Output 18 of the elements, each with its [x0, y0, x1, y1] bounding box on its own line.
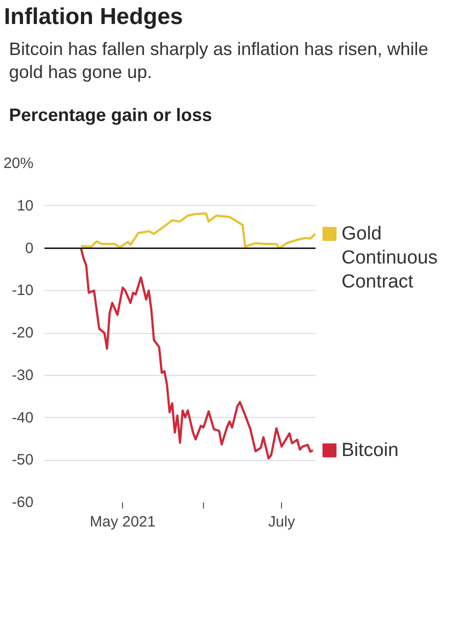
y-tick-label: 10: [16, 198, 34, 215]
y-tick-label: -40: [12, 410, 34, 427]
x-tick-label: May 2021: [90, 514, 156, 531]
line-series: [80, 247, 314, 460]
y-tick-label: 20%: [3, 155, 34, 172]
y-tick-label: 0: [25, 240, 34, 258]
y-tick-label: -50: [12, 452, 34, 469]
y-tick-label: -60: [12, 494, 34, 512]
legend-label: Gold Continuous Contract: [342, 224, 438, 293]
chart-title: Inflation Hedges: [4, 2, 183, 31]
y-tick-label: -30: [12, 367, 34, 384]
y-tick-label: -10: [12, 282, 34, 300]
legend-label: Bitcoin: [342, 440, 399, 462]
x-tick-label: July: [268, 514, 296, 531]
y-axis-title: Percentage gain or loss: [9, 104, 212, 127]
line-series: [80, 212, 316, 250]
chart-subtitle: Bitcoin has fallen sharply as inflation has risen, while gold has gone up.: [9, 38, 430, 84]
y-tick-label: -20: [12, 324, 34, 342]
